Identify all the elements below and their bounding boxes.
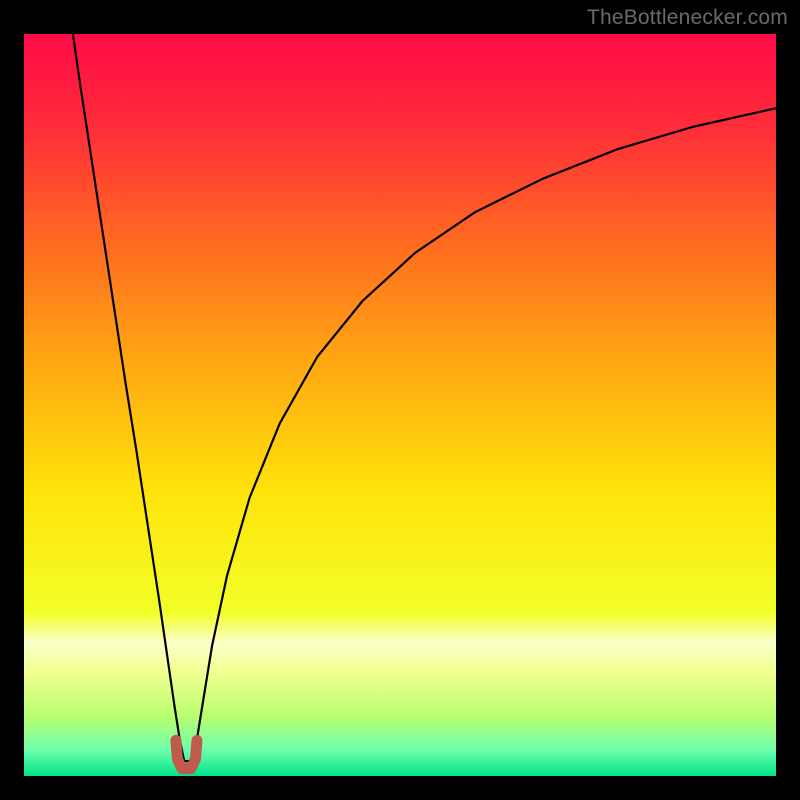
chart-svg bbox=[24, 34, 776, 776]
plot-area bbox=[24, 34, 776, 776]
chart-frame: TheBottlenecker.com bbox=[0, 0, 800, 800]
watermark-text: TheBottlenecker.com bbox=[587, 6, 788, 30]
gradient-background bbox=[24, 34, 776, 776]
